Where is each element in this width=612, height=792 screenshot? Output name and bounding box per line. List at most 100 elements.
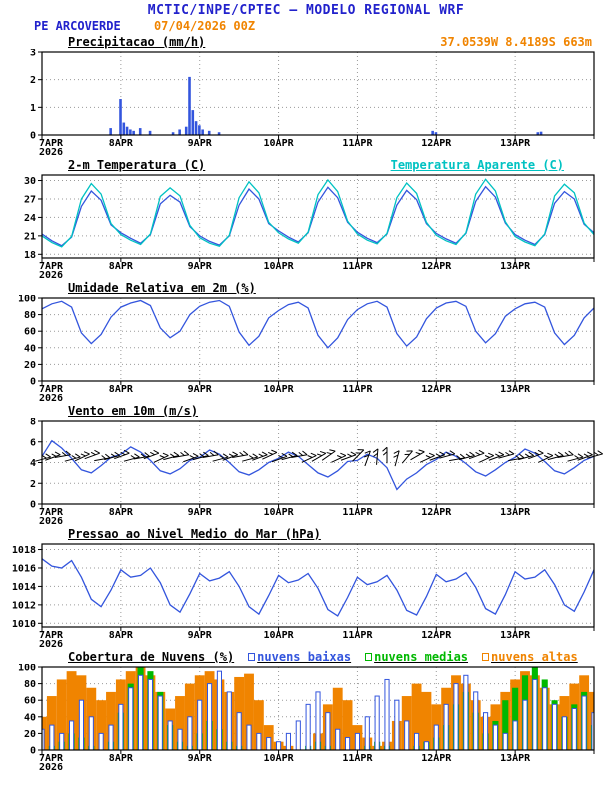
svg-text:7APR: 7APR (39, 261, 64, 272)
svg-text:9APR: 9APR (188, 753, 213, 764)
panel-precipitation: Precipitacao (mm/h) 37.0539W 8.4189S 663… (0, 34, 612, 157)
svg-text:2026: 2026 (39, 516, 63, 526)
svg-text:10APR: 10APR (264, 384, 295, 395)
svg-text:9APR: 9APR (188, 261, 213, 272)
svg-text:80: 80 (24, 310, 36, 321)
svg-text:10APR: 10APR (264, 630, 295, 641)
svg-text:9APR: 9APR (188, 507, 213, 518)
panel-title-temperature: 2-m Temperatura (C) (68, 157, 206, 172)
svg-text:2026: 2026 (39, 639, 63, 649)
svg-text:8APR: 8APR (109, 261, 134, 272)
station-coordinates: 37.0539W 8.4189S 663m (440, 34, 592, 49)
svg-text:21: 21 (24, 231, 36, 242)
svg-text:2026: 2026 (39, 147, 63, 157)
svg-text:1016: 1016 (12, 563, 36, 574)
svg-text:13APR: 13APR (500, 384, 531, 395)
svg-text:27: 27 (24, 194, 36, 205)
panel-temperature: 2-m Temperatura (C) Temperatura Aparente… (0, 157, 612, 280)
panel-title-precipitation: Precipitacao (mm/h) (68, 34, 206, 49)
svg-text:6: 6 (30, 437, 36, 448)
svg-text:0: 0 (30, 500, 36, 511)
svg-text:13APR: 13APR (500, 261, 531, 272)
svg-text:2026: 2026 (39, 270, 63, 280)
svg-text:9APR: 9APR (188, 630, 213, 641)
svg-text:2: 2 (30, 75, 36, 86)
low-clouds-square-icon (248, 652, 256, 661)
svg-text:24: 24 (24, 213, 36, 224)
svg-text:2026: 2026 (39, 762, 63, 772)
svg-text:0: 0 (30, 377, 36, 388)
svg-text:8: 8 (30, 418, 36, 428)
svg-text:8APR: 8APR (109, 507, 134, 518)
svg-text:12APR: 12APR (421, 261, 452, 272)
svg-text:100: 100 (18, 664, 36, 674)
svg-text:10APR: 10APR (264, 753, 295, 764)
legend-apparent-temperature: Temperatura Aparente (C) (390, 157, 564, 172)
svg-text:9APR: 9APR (188, 138, 213, 149)
header-row: PE ARCOVERDE 07/04/2026 00Z (0, 19, 612, 34)
svg-text:12APR: 12APR (421, 507, 452, 518)
svg-text:1014: 1014 (12, 582, 36, 593)
legend-mid-clouds: nuvens medias (365, 650, 468, 664)
svg-text:2026: 2026 (39, 393, 63, 403)
run-datetime: 07/04/2026 00Z (153, 19, 256, 33)
panel-title-humidity: Umidade Relativa em 2m (%) (68, 280, 256, 295)
svg-text:0: 0 (30, 746, 36, 757)
svg-text:1010: 1010 (12, 619, 36, 630)
svg-text:10APR: 10APR (264, 138, 295, 149)
svg-text:40: 40 (24, 343, 36, 354)
svg-text:20: 20 (24, 729, 36, 740)
svg-text:13APR: 13APR (500, 753, 531, 764)
svg-text:12APR: 12APR (421, 753, 452, 764)
panel-cloud-cover: Cobertura de Nuvens (%) nuvens baixas nu… (0, 649, 612, 772)
mid-clouds-square-icon (365, 652, 373, 661)
svg-text:60: 60 (24, 696, 36, 707)
svg-text:13APR: 13APR (500, 630, 531, 641)
svg-text:2: 2 (30, 479, 36, 490)
svg-text:11APR: 11APR (342, 261, 373, 272)
panel-title-pressure: Pressao ao Nivel Medio do Mar (hPa) (68, 526, 321, 541)
svg-text:12APR: 12APR (421, 630, 452, 641)
svg-text:8APR: 8APR (109, 384, 134, 395)
svg-text:60: 60 (24, 327, 36, 338)
legend-mid-clouds-label: nuvens medias (374, 649, 469, 664)
svg-text:7APR: 7APR (39, 507, 64, 518)
svg-text:12APR: 12APR (421, 384, 452, 395)
svg-text:7APR: 7APR (39, 753, 64, 764)
svg-text:10APR: 10APR (264, 507, 295, 518)
station-name: PE ARCOVERDE (34, 19, 121, 33)
svg-text:8APR: 8APR (109, 630, 134, 641)
svg-text:11APR: 11APR (342, 753, 373, 764)
legend-low-clouds-label: nuvens baixas (257, 649, 352, 664)
svg-text:10APR: 10APR (264, 261, 295, 272)
legend-high-clouds: nuvens altas (482, 650, 578, 664)
svg-text:11APR: 11APR (342, 630, 373, 641)
svg-text:4: 4 (30, 458, 36, 469)
panel-wind: Vento em 10m (m/s) 0 2 4 6 8 7APR 2026 8APR 9APR… (0, 403, 612, 526)
svg-text:20: 20 (24, 360, 36, 371)
panel-title-wind: Vento em 10m (m/s) (68, 403, 199, 418)
svg-text:1018: 1018 (12, 545, 36, 556)
svg-text:18: 18 (24, 250, 36, 261)
svg-text:1: 1 (30, 103, 36, 114)
svg-text:1012: 1012 (12, 600, 36, 611)
svg-text:9APR: 9APR (188, 384, 213, 395)
svg-text:13APR: 13APR (500, 507, 531, 518)
svg-text:8APR: 8APR (109, 753, 134, 764)
high-clouds-square-icon (482, 652, 490, 661)
panel-pressure: Pressao ao Nivel Medio do Mar (hPa) 1010… (0, 526, 612, 649)
svg-text:11APR: 11APR (342, 138, 373, 149)
svg-text:80: 80 (24, 679, 36, 690)
panel-humidity: Umidade Relativa em 2m (%) 0 20 40 60 80 100 7… (0, 280, 612, 403)
svg-text:11APR: 11APR (342, 384, 373, 395)
svg-text:8APR: 8APR (109, 138, 134, 149)
svg-text:13APR: 13APR (500, 138, 531, 149)
svg-text:30: 30 (24, 176, 36, 187)
